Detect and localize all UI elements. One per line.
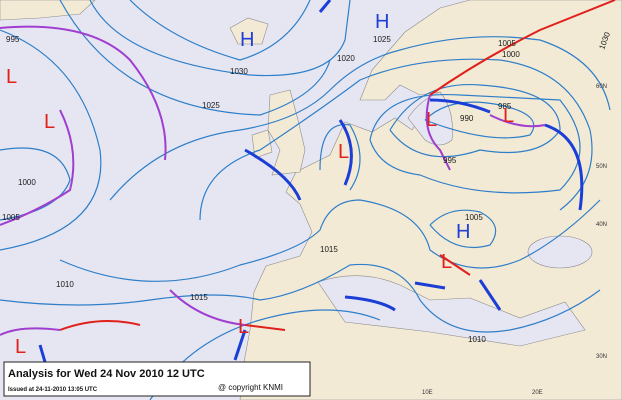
isobar-label: 1000 — [502, 50, 520, 59]
cold-front — [344, 295, 396, 312]
isobar-label: 995 — [443, 156, 457, 165]
copyright: @ copyright KNMI — [218, 383, 283, 392]
isobar-label: 1010 — [468, 335, 486, 344]
isobar-label: 1005 — [2, 213, 20, 222]
isobar-label: 1000 — [18, 178, 36, 187]
info-box — [3, 361, 311, 397]
issued-time: Issued at 24-11-2010 13:05 UTC — [8, 387, 98, 393]
isobar-label: 1015 — [190, 293, 208, 302]
isobar — [424, 101, 535, 139]
occluded-front — [425, 94, 451, 171]
cold-front — [338, 119, 353, 186]
low-label: L — [338, 141, 349, 163]
warm-front — [439, 254, 471, 276]
pressure-centres: H H H L L L L L L L L — [6, 11, 514, 358]
latitude-label: 50N — [596, 164, 607, 170]
isobar — [89, 0, 351, 77]
cold-front — [478, 279, 502, 311]
cold-front — [429, 98, 491, 114]
map-title: Analysis for Wed 24 Nov 2010 12 UTC — [8, 368, 205, 380]
occluded-front — [0, 25, 167, 161]
isobar-label: 1005 — [465, 213, 483, 222]
isobar — [59, 199, 601, 282]
cold-front — [38, 344, 47, 363]
isobar-labels: 995 1030 1025 1020 1025 1005 1000 1030 9… — [2, 30, 612, 344]
isobar-label: 1030 — [230, 67, 248, 76]
occluded-front — [0, 109, 75, 226]
isobar — [389, 83, 561, 158]
latitude-label: 40N — [596, 222, 607, 228]
isobar-label: 1020 — [337, 54, 355, 63]
cold-front — [414, 281, 446, 290]
isobar-label: 1010 — [56, 280, 74, 289]
fronts — [0, 0, 616, 363]
isobar — [319, 123, 361, 191]
occluded-front — [489, 114, 546, 128]
high-label: H — [456, 221, 470, 243]
low-label: L — [44, 111, 55, 133]
land-greenland — [0, 0, 96, 21]
latitude-label: 30N — [596, 354, 607, 360]
high-label: H — [240, 29, 254, 51]
low-label: L — [238, 316, 249, 338]
land-iceland — [229, 17, 269, 45]
isobar — [0, 263, 601, 333]
warm-front — [59, 320, 141, 331]
isobar — [59, 0, 331, 116]
cold-front — [244, 148, 302, 201]
cold-front — [544, 123, 584, 211]
warm-front — [244, 324, 286, 331]
high-label: H — [375, 11, 389, 33]
cold-front — [318, 0, 332, 13]
occluded-front — [0, 327, 61, 336]
longitude-label: 20E — [532, 390, 543, 396]
cold-front — [233, 329, 247, 361]
isobar-label: 990 — [460, 114, 474, 123]
low-label: L — [441, 251, 452, 273]
isobar-label: 1025 — [373, 35, 391, 44]
low-label: L — [15, 336, 26, 358]
warm-front — [429, 0, 616, 96]
low-label: L — [503, 105, 514, 127]
low-label: L — [6, 66, 17, 88]
occluded-front — [169, 289, 246, 326]
isobar-label: 1005 — [498, 39, 516, 48]
isobar-label: 995 — [6, 35, 20, 44]
isobar — [0, 29, 102, 251]
low-label: L — [426, 109, 437, 131]
grid-labels: 60N 50N 40N 30N 10E 20E — [422, 84, 607, 396]
isobar — [109, 36, 611, 201]
isobar-label: 1025 — [202, 101, 220, 110]
isobar — [429, 209, 497, 249]
isobar-label: 1015 — [320, 245, 338, 254]
black-sea — [527, 235, 593, 269]
latitude-label: 60N — [596, 84, 607, 90]
isobar — [369, 93, 581, 194]
longitude-label: 10E — [422, 390, 433, 396]
isobar — [129, 0, 311, 61]
isobar-label: 985 — [498, 102, 512, 111]
